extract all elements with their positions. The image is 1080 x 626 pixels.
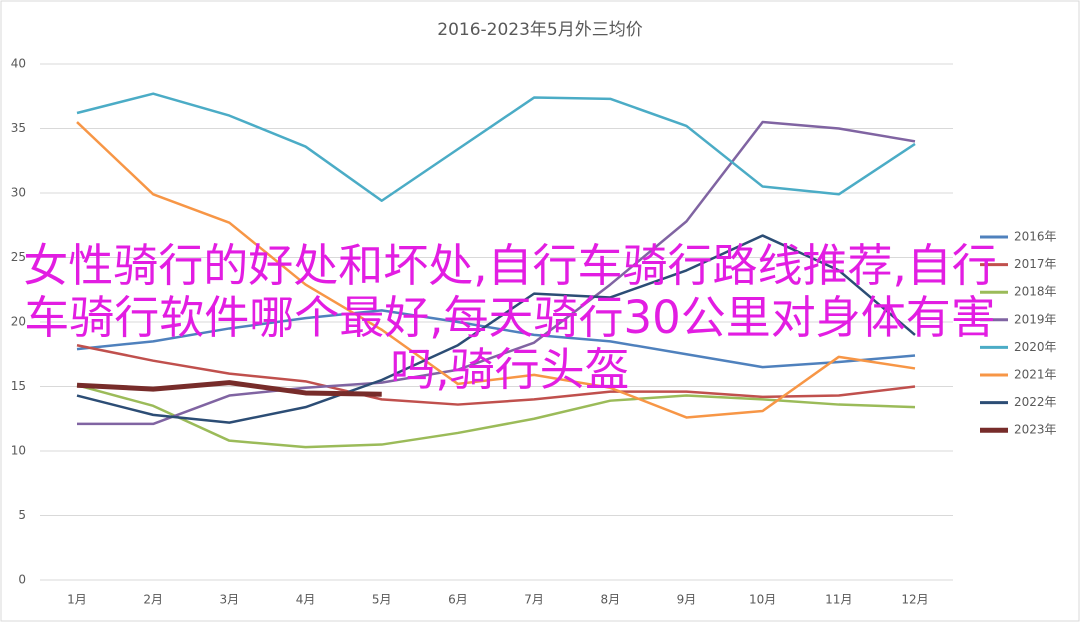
y-tick-label: 20	[11, 315, 26, 329]
chart-title: 2016-2023年5月外三均价	[437, 20, 642, 40]
x-tick-label: 4月	[296, 593, 316, 607]
y-tick-label: 35	[11, 121, 26, 135]
x-tick-label: 6月	[448, 593, 468, 607]
y-tick-label: 0	[18, 573, 26, 587]
x-tick-label: 1月	[67, 593, 87, 607]
legend-label: 2023年	[1014, 423, 1057, 437]
x-tick-label: 2月	[143, 593, 163, 607]
x-tick-label: 12月	[901, 593, 928, 607]
series-line	[76, 121, 916, 419]
overlay-text: 女性骑行的好处和坏处,自行车骑行路线推荐,自行车骑行软件哪个最好,每天骑行30公…	[23, 239, 997, 396]
y-tick-label: 15	[11, 379, 26, 393]
x-tick-label: 3月	[220, 593, 240, 607]
x-tick-label: 10月	[749, 593, 776, 607]
series-line	[76, 234, 916, 424]
x-tick-label: 11月	[825, 593, 852, 607]
x-tick-label: 8月	[600, 593, 620, 607]
y-tick-label: 10	[11, 444, 26, 458]
series-line	[76, 343, 916, 406]
series-line	[76, 384, 916, 449]
series-line	[76, 309, 916, 369]
legend-label: 2020年	[1014, 340, 1057, 354]
y-tick-label: 25	[11, 250, 26, 264]
x-tick-label: 7月	[524, 593, 544, 607]
y-tick-label: 30	[11, 186, 26, 200]
legend-label: 2018年	[1014, 285, 1057, 299]
y-tick-label: 40	[11, 57, 26, 71]
series-line	[76, 92, 916, 202]
series-line	[76, 380, 382, 397]
legend-label: 2019年	[1014, 312, 1057, 326]
legend-label: 2022年	[1014, 395, 1057, 409]
legend-label: 2016年	[1014, 230, 1057, 244]
x-tick-label: 9月	[677, 593, 697, 607]
legend-label: 2021年	[1014, 368, 1057, 382]
y-tick-label: 5	[18, 508, 26, 522]
series-line	[77, 120, 916, 426]
legend-label: 2017年	[1014, 257, 1057, 271]
x-tick-label: 5月	[372, 593, 392, 607]
